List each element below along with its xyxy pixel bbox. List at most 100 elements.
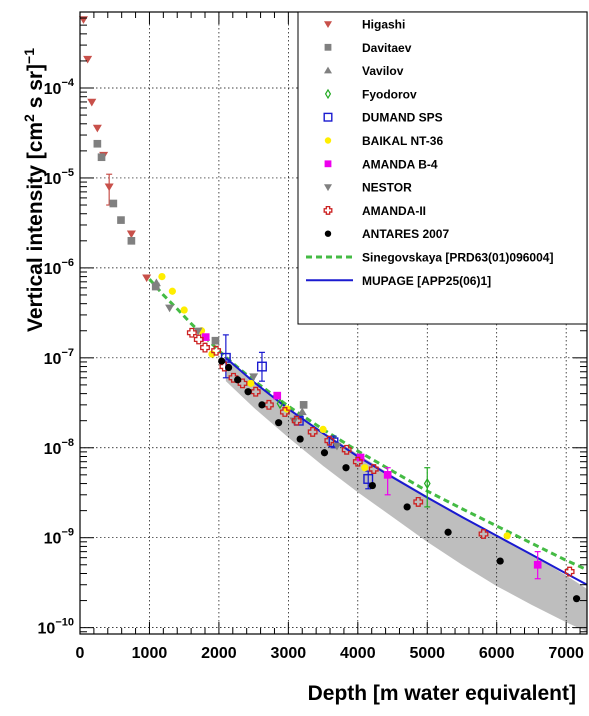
amanda-ii-point xyxy=(250,386,261,397)
baikal-nt-36-point xyxy=(247,379,255,387)
x-tick-label: 0 xyxy=(76,645,85,662)
y-tick-base: 10 xyxy=(44,261,62,278)
amanda-ii-point xyxy=(219,361,230,372)
higashi-point xyxy=(104,183,114,192)
y-axis-title-mid: s sr] xyxy=(24,64,47,114)
y-tick-label: 10−6 xyxy=(44,257,74,278)
antares-2007-point xyxy=(296,435,304,443)
y-tick-exponent: −8 xyxy=(61,437,74,449)
antares-2007-point xyxy=(244,388,252,396)
davitaev-point xyxy=(117,216,125,224)
baikal-nt-36-point xyxy=(168,287,176,295)
dumand-sps-point xyxy=(328,437,339,448)
baikal-nt-36-point xyxy=(158,273,166,281)
y-axis-title-main: Vertical intensity [cm xyxy=(24,122,47,332)
x-tick-label: 4000 xyxy=(340,645,376,662)
y-axis-title: Vertical intensity [cm2 s sr]−1 xyxy=(21,48,47,332)
antares-2007-point xyxy=(258,401,266,409)
nestor-point xyxy=(193,327,203,336)
antares-2007-point xyxy=(403,503,411,511)
x-axis-title: Depth [m water equivalent] xyxy=(308,682,576,705)
x-tick-label: 7000 xyxy=(548,645,584,662)
amanda-ii-point xyxy=(413,496,424,507)
y-tick-label: 10−9 xyxy=(44,527,74,548)
legend-vavilov-marker xyxy=(324,66,332,74)
legend-amanda-ii-label: AMANDA-II xyxy=(362,204,426,218)
davitaev-point xyxy=(93,139,102,148)
fyodorov-point xyxy=(276,397,284,410)
amanda-ii-point xyxy=(211,345,222,356)
legend-higashi-label: Higashi xyxy=(362,18,405,32)
mupage-uncertainty-band xyxy=(225,357,588,632)
higashi-point xyxy=(92,124,102,133)
y-tick-base: 10 xyxy=(38,621,56,638)
uncertainty-band-polygon xyxy=(225,357,588,632)
amanda-b-4-point xyxy=(533,560,542,569)
antares-2007-point xyxy=(225,363,233,372)
antares-2007-point xyxy=(572,595,581,603)
legend-nestor-label: NESTOR xyxy=(362,181,412,195)
data-points xyxy=(78,16,581,603)
amanda-b-4-point xyxy=(273,391,282,400)
dumand-sps-point xyxy=(256,361,267,372)
legend: Higashi Davitaev Vavilov Fyodorov DUMAND SPS… xyxy=(297,11,588,325)
nestor-point xyxy=(165,304,175,313)
y-tick-label: 10−10 xyxy=(38,617,74,638)
legend-nestor-marker xyxy=(324,184,332,192)
legend-box xyxy=(297,11,588,325)
legend-baikal-nt-36-label: BAIKAL NT-36 xyxy=(362,134,443,148)
legend-fyodorov-marker xyxy=(324,88,332,100)
antares-2007-point xyxy=(234,376,242,384)
legend-baikal-nt-36-marker xyxy=(324,137,332,144)
y-tick-exponent: −10 xyxy=(55,617,74,629)
amanda-b-4-point xyxy=(201,333,210,341)
amanda-ii-point xyxy=(324,435,335,446)
y-tick-label: 10−5 xyxy=(44,167,74,188)
antares-2007-point xyxy=(320,449,329,457)
amanda-ii-point xyxy=(279,407,290,417)
model-curves xyxy=(148,278,588,586)
y-tick-exponent: −5 xyxy=(61,167,74,179)
higashi-point xyxy=(126,230,136,239)
davitaev-point xyxy=(151,282,160,291)
fyodorov-point xyxy=(423,477,431,490)
legend-amanda-b-4-marker xyxy=(324,160,332,168)
amanda-ii-point xyxy=(307,427,318,437)
y-axis-title-exp1: 2 xyxy=(21,114,37,122)
y-axis-title-exp2: −1 xyxy=(21,48,37,64)
amanda-ii-point xyxy=(352,456,363,467)
y-tick-base: 10 xyxy=(44,351,62,368)
legend-fyodorov-label: Fyodorov xyxy=(362,87,417,101)
legend-sinegovskaya-prd63-01-096004-label: Sinegovskaya [PRD63(01)096004] xyxy=(362,251,553,265)
antares-2007-point xyxy=(275,419,283,427)
davitaev-point xyxy=(109,199,118,208)
legend-davitaev-label: Davitaev xyxy=(362,41,412,55)
amanda-ii-point xyxy=(193,334,204,345)
vavilov-point xyxy=(151,278,161,287)
davitaev-point xyxy=(127,236,136,245)
amanda-b-4-point xyxy=(383,471,392,479)
y-tick-exponent: −7 xyxy=(61,347,74,359)
nestor-point xyxy=(249,373,259,382)
amanda-b-4-point xyxy=(356,453,365,462)
legend-vavilov-label: Vavilov xyxy=(362,64,404,78)
nestor-point xyxy=(332,442,342,451)
amanda-ii-point xyxy=(186,327,197,338)
nestor-point xyxy=(289,417,299,426)
legend-dumand-sps-label: DUMAND SPS xyxy=(362,111,443,125)
y-tick-base: 10 xyxy=(44,441,62,458)
legend-amanda-ii-marker xyxy=(323,205,333,215)
baikal-nt-36-point xyxy=(180,306,188,314)
x-tick-label: 2000 xyxy=(201,645,237,662)
y-tick-label: 10−4 xyxy=(44,77,75,98)
baikal-nt-36-point xyxy=(319,425,327,434)
y-tick-base: 10 xyxy=(44,171,62,188)
x-tick-label: 6000 xyxy=(479,645,515,662)
antares-2007-point xyxy=(342,464,350,472)
x-tick-label: 1000 xyxy=(132,645,168,662)
legend-entries: Higashi Davitaev Vavilov Fyodorov DUMAND SPS… xyxy=(306,18,553,288)
x-tick-label: 5000 xyxy=(409,645,445,662)
amanda-ii-point xyxy=(478,529,489,539)
